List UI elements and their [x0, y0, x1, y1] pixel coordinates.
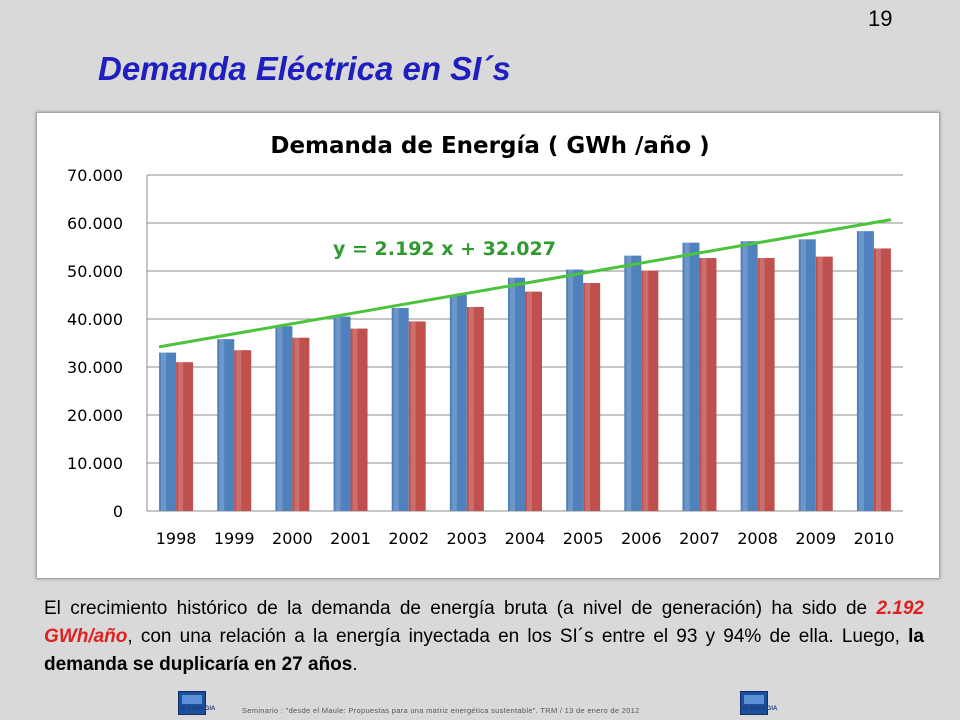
bar-highlight — [178, 362, 184, 511]
bar-series-2 — [292, 337, 310, 511]
bar-series-2 — [234, 350, 252, 511]
bar-series-2 — [176, 362, 194, 511]
bar-highlight — [161, 352, 167, 511]
y-tick-label: 70.000 — [67, 166, 123, 185]
bar-highlight — [742, 241, 748, 512]
bar-highlight — [626, 255, 632, 511]
bar-highlight — [800, 239, 806, 511]
description-part1: El crecimiento histórico de la demanda d… — [44, 598, 877, 619]
x-tick-label: 2008 — [737, 529, 778, 548]
y-tick-label: 0 — [113, 502, 123, 521]
bar-series-2 — [873, 248, 891, 511]
x-tick-label: 2005 — [563, 529, 604, 548]
chart-frame: Demanda de Energía ( GWh /año ) 0 10.000 2… — [36, 112, 940, 579]
bar-series-1 — [740, 241, 758, 512]
bar-highlight — [410, 321, 416, 511]
description-text: El crecimiento histórico de la demanda d… — [44, 595, 924, 679]
description-part3: . — [352, 654, 358, 675]
bar-highlight — [510, 277, 515, 511]
bar-series-1 — [856, 231, 874, 511]
trendline-equation: y = 2.192 x + 32.027 — [333, 238, 556, 260]
slide-title: Demanda Eléctrica en SI´s — [98, 50, 511, 87]
bar-highlight — [335, 316, 341, 511]
bar-highlight — [352, 328, 358, 511]
ministry-logo-right — [740, 691, 768, 715]
x-tick-label: 1999 — [214, 529, 255, 548]
bar-highlight — [468, 307, 474, 511]
description-highlight: 2.192 GWh/año — [44, 598, 924, 647]
chart-title: Demanda de Energía ( GWh /año ) — [270, 133, 709, 159]
bar-highlight — [294, 337, 300, 511]
bar-highlight — [684, 242, 690, 511]
bar-series-2 — [350, 328, 368, 511]
bar-series-2 — [641, 270, 659, 511]
trendline — [158, 218, 892, 349]
bar-highlight — [219, 339, 225, 511]
bar-series-2 — [815, 256, 833, 511]
bar-series-1 — [275, 326, 293, 511]
bar-highlight — [759, 258, 765, 511]
y-tick-label: 60.000 — [67, 214, 123, 233]
footer-text: Seminario : "desde el Maule: Propuestas … — [242, 706, 640, 715]
bar-highlight — [858, 231, 864, 511]
y-tick-label: 40.000 — [67, 310, 123, 329]
bar-highlight — [643, 270, 649, 511]
bar-series-2 — [408, 321, 426, 511]
bar-highlight — [527, 291, 532, 511]
bar-series-1 — [333, 316, 351, 511]
bar-series-2 — [757, 258, 775, 511]
description-bold: la demanda se duplicaría en 27 años — [44, 626, 924, 675]
bar-series-1 — [217, 339, 235, 511]
bar-series-2 — [466, 307, 484, 511]
x-tick-label: 2001 — [330, 529, 371, 548]
y-tick-label: 10.000 — [67, 454, 123, 473]
energy-demand-chart: Demanda de Energía ( GWh /año ) 0 10.000 2… — [67, 133, 903, 548]
page-number: 19 — [868, 6, 893, 31]
bar-highlight — [817, 256, 823, 511]
x-tick-label: 2003 — [446, 529, 487, 548]
bar-highlight — [568, 269, 574, 511]
bar-series-1 — [798, 239, 816, 511]
x-tick-label: 2000 — [272, 529, 313, 548]
bar-highlight — [701, 258, 707, 511]
y-tick-label: 20.000 — [67, 406, 123, 425]
bar-series-1 — [159, 352, 177, 511]
bar-highlight — [277, 326, 283, 511]
bar-series-2 — [583, 283, 601, 511]
bar-highlight — [236, 350, 242, 511]
bar-series-1 — [391, 307, 409, 511]
logo-label-right: DE ENERGIA — [740, 706, 778, 712]
bar-series-1 — [566, 269, 584, 511]
logo-label-left: DE ENERGIA — [178, 706, 216, 712]
bar-highlight — [451, 295, 457, 511]
x-tick-label: 2002 — [388, 529, 429, 548]
bar-series-1 — [624, 255, 642, 511]
y-tick-label: 50.000 — [67, 262, 123, 281]
y-tick-label: 30.000 — [67, 358, 123, 377]
bar-series-1 — [449, 295, 467, 511]
x-tick-label: 2010 — [854, 529, 895, 548]
bar-series-2 — [699, 258, 717, 511]
x-tick-label: 2009 — [795, 529, 836, 548]
ministry-logo-left — [178, 691, 206, 715]
x-tick-label: 2006 — [621, 529, 662, 548]
bar-series-2 — [525, 291, 542, 511]
bar-series-1 — [682, 242, 700, 511]
bar-series-1 — [508, 277, 525, 511]
description-part2: , con una relación a la energía inyectad… — [127, 626, 909, 647]
x-tick-label: 2004 — [505, 529, 546, 548]
bar-highlight — [585, 283, 591, 511]
bar-highlight — [875, 248, 881, 511]
bar-highlight — [393, 307, 399, 511]
x-tick-label: 1998 — [156, 529, 197, 548]
x-tick-label: 2007 — [679, 529, 720, 548]
